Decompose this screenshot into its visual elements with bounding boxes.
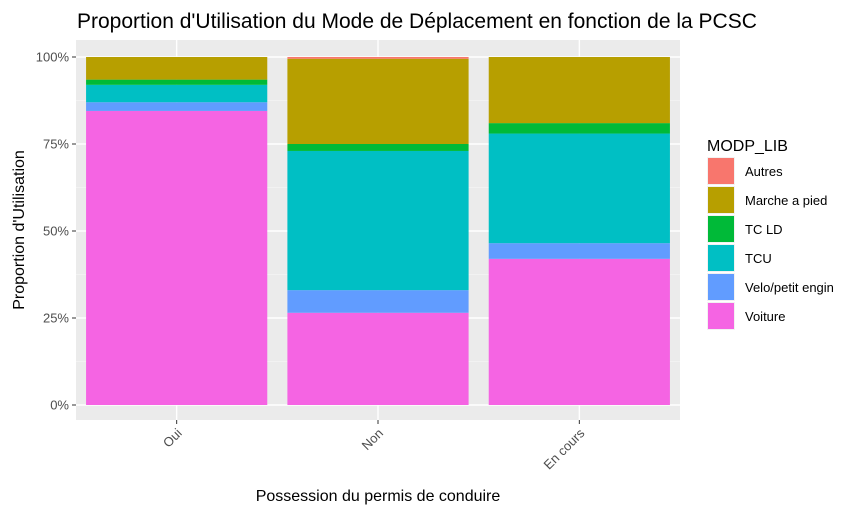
- legend-swatch: [708, 158, 734, 184]
- y-tick-label: 100%: [36, 50, 70, 65]
- bar-segment-marche-a-pied-non: [287, 58, 469, 144]
- legend-label: Velo/petit engin: [745, 280, 834, 295]
- y-tick-label: 75%: [43, 137, 69, 152]
- legend-swatch: [708, 274, 734, 300]
- bar-segment-voiture-en-cours: [488, 258, 670, 405]
- x-axis-title: Possession du permis de conduire: [256, 488, 501, 505]
- x-tick-label: Oui: [160, 425, 185, 450]
- y-tick-label: 25%: [43, 311, 69, 326]
- legend-swatch: [708, 303, 734, 329]
- bar-segment-voiture-non: [287, 312, 469, 405]
- bar-segment-velo-petit-engin-non: [287, 290, 469, 313]
- bar-segment-marche-a-pied-oui: [86, 57, 268, 80]
- bars-group: [86, 57, 670, 405]
- bar-segment-tc-ld-oui: [86, 79, 268, 85]
- x-axis: Oui Non En cours: [160, 420, 588, 472]
- legend-swatch: [708, 187, 734, 213]
- x-tick-label: En cours: [541, 425, 588, 472]
- bar-segment-marche-a-pied-en-cours: [488, 57, 670, 124]
- legend-label: TC LD: [745, 222, 783, 237]
- bar-segment-velo-petit-engin-en-cours: [488, 243, 670, 259]
- bar-segment-tcu-en-cours: [488, 133, 670, 244]
- bar-segment-autres-non: [287, 57, 469, 59]
- legend-swatch: [708, 245, 734, 271]
- legend-swatch: [708, 216, 734, 242]
- bar-segment-voiture-oui: [86, 110, 268, 405]
- legend-title: MODP_LIB: [707, 138, 788, 155]
- bar-segment-tcu-oui: [86, 84, 268, 103]
- legend-label: Voiture: [745, 309, 785, 324]
- y-axis-title: Proportion d'Utilisation: [11, 150, 28, 310]
- bar-segment-tc-ld-en-cours: [488, 123, 670, 134]
- legend-label: Marche a pied: [745, 193, 827, 208]
- y-tick-label: 50%: [43, 224, 69, 239]
- y-tick-label: 0%: [50, 398, 69, 413]
- legend-label: TCU: [745, 251, 772, 266]
- bar-segment-tc-ld-non: [287, 144, 469, 151]
- y-axis: 0% 25% 50% 75% 100%: [36, 50, 76, 413]
- chart-title: Proportion d'Utilisation du Mode de Dépl…: [77, 10, 757, 33]
- legend: MODP_LIB Autres Marche a pied TC LD TCU Velo…: [707, 138, 834, 330]
- bar-segment-tcu-non: [287, 150, 469, 291]
- bar-segment-velo-petit-engin-oui: [86, 102, 268, 111]
- x-tick-label: Non: [359, 426, 386, 453]
- legend-label: Autres: [745, 164, 783, 179]
